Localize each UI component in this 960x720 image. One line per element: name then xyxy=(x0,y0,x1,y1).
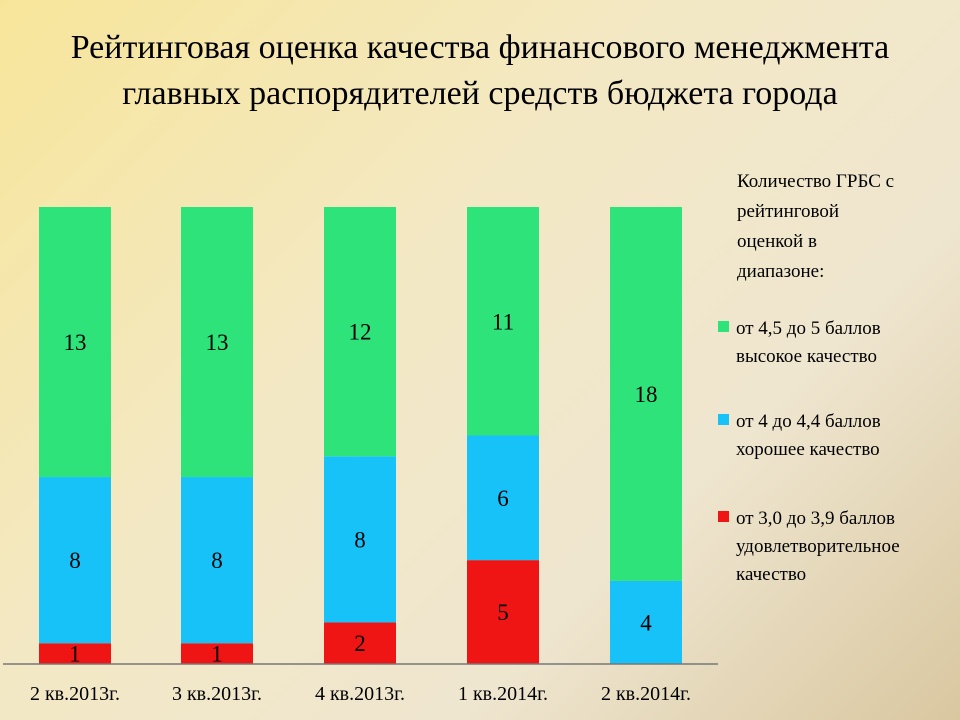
chart-title-line: Рейтинговая оценка качества финансового … xyxy=(71,29,890,66)
x-tick-label: 1 кв.2014г. xyxy=(458,683,548,705)
x-tick-label: 2 кв.2013г. xyxy=(30,683,120,705)
x-tick-label: 4 кв.2013г. xyxy=(315,683,405,705)
bar-segment xyxy=(324,622,396,664)
bar-segment xyxy=(467,207,539,436)
bar-segment xyxy=(39,207,111,478)
legend-label-line: от 3,0 до 3,9 баллов xyxy=(736,508,895,529)
bar-segment xyxy=(324,456,396,623)
bar-segment xyxy=(467,435,539,561)
data-label: 6 xyxy=(497,486,509,511)
legend-title-line: диапазоне: xyxy=(737,261,824,282)
data-label: 5 xyxy=(497,600,509,625)
legend-label-line: качество xyxy=(736,564,806,585)
data-label: 11 xyxy=(492,309,514,334)
legend-label-line: от 4 до 4,4 баллов xyxy=(736,411,881,432)
data-label: 8 xyxy=(354,527,366,552)
chart-title-line: главных распорядителей средств бюджета г… xyxy=(122,75,837,112)
bar-segment xyxy=(467,560,539,664)
legend-label-line: высокое качество xyxy=(736,346,877,367)
data-label: 12 xyxy=(349,320,372,345)
legend-swatch xyxy=(718,511,729,522)
bar-segment xyxy=(610,207,682,581)
legend-title-line: Количество ГРБС с xyxy=(737,171,894,192)
bar-segment xyxy=(324,207,396,457)
legend-swatch xyxy=(718,321,729,332)
data-label: 4 xyxy=(640,610,652,635)
x-tick-label: 2 кв.2014г. xyxy=(601,683,691,705)
data-label: 1 xyxy=(69,642,81,667)
legend-swatch xyxy=(718,414,729,425)
bar-segment xyxy=(181,477,253,644)
legend-label-line: удовлетворительное xyxy=(736,536,900,557)
x-tick-label: 3 кв.2013г. xyxy=(172,683,262,705)
bar-segment xyxy=(39,643,111,664)
bar-segment xyxy=(610,580,682,664)
data-label: 8 xyxy=(69,548,81,573)
data-label: 8 xyxy=(211,548,223,573)
legend-title-line: оценкой в xyxy=(737,231,817,252)
bar-segment xyxy=(181,207,253,478)
data-label: 2 xyxy=(354,631,366,656)
data-label: 18 xyxy=(635,382,658,407)
bar-segment xyxy=(181,643,253,664)
legend-label-line: от 4,5 до 5 баллов xyxy=(736,318,881,339)
data-label: 13 xyxy=(206,330,229,355)
legend-title-line: рейтинговой xyxy=(737,201,839,222)
data-label: 1 xyxy=(211,642,223,667)
data-label: 13 xyxy=(64,330,87,355)
bar-segment xyxy=(39,477,111,644)
legend-label-line: хорошее качество xyxy=(736,439,880,460)
